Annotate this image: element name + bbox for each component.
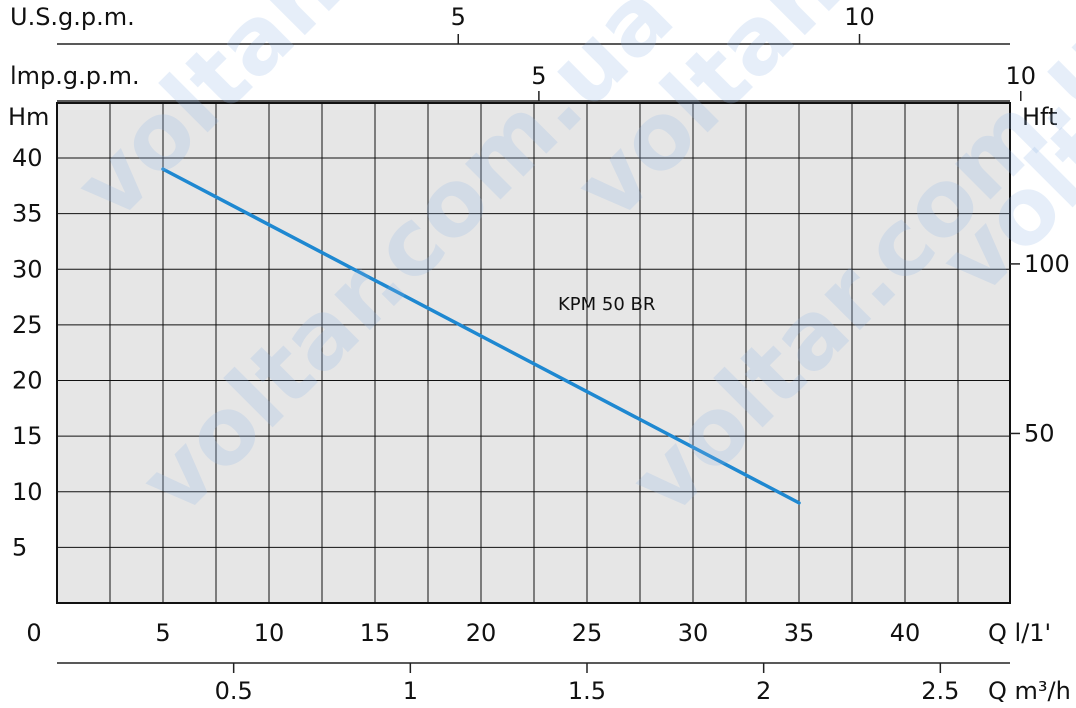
x-tick-label: 5 <box>155 619 170 647</box>
x-tick-label: 20 <box>466 619 497 647</box>
m3h-tick-label: 1.5 <box>568 677 606 705</box>
right-y-tick-label: 100 <box>1024 250 1070 278</box>
right-y-axis-label: Hft <box>1022 103 1057 131</box>
imp-gpm-tick-label: 5 <box>531 62 546 90</box>
x-tick-label: 40 <box>890 619 921 647</box>
left-y-tick-label: 25 <box>12 311 43 339</box>
x-tick-label: 0 <box>26 619 41 647</box>
us-gpm-axis-label: U.S.g.p.m. <box>10 3 135 31</box>
left-y-tick-label: 5 <box>12 533 27 561</box>
x-tick-label: 35 <box>784 619 815 647</box>
m3h-tick-label: 0.5 <box>215 677 253 705</box>
x-tick-label: 15 <box>360 619 391 647</box>
series-curve-kpm-50-br <box>161 167 801 505</box>
m3h-axis-label: Q m³/h <box>988 677 1071 705</box>
m3h-tick-label: 1 <box>403 677 418 705</box>
us-gpm-tick-label: 5 <box>451 3 466 31</box>
left-y-tick-label: 30 <box>12 255 43 283</box>
x-tick-label: 30 <box>678 619 709 647</box>
imp-gpm-axis-label: lmp.g.p.m. <box>10 62 140 90</box>
m3h-tick-label: 2.5 <box>921 677 959 705</box>
series-label-kpm-50-br: KPM 50 BR <box>558 294 655 315</box>
left-y-tick-label: 15 <box>12 422 43 450</box>
left-y-tick-label: 40 <box>12 144 43 172</box>
left-y-tick-label: 20 <box>12 367 43 395</box>
left-y-tick-label: 10 <box>12 478 43 506</box>
left-y-axis-label: Hm <box>8 103 49 131</box>
imp-gpm-tick-label: 10 <box>1005 62 1036 90</box>
x-axis-label: Q l/1' <box>988 619 1051 647</box>
m3h-tick-label: 2 <box>756 677 771 705</box>
x-tick-label: 10 <box>254 619 285 647</box>
x-tick-label: 25 <box>572 619 603 647</box>
right-y-tick-label: 50 <box>1024 419 1055 447</box>
us-gpm-tick-label: 10 <box>844 3 875 31</box>
left-y-tick-label: 35 <box>12 200 43 228</box>
